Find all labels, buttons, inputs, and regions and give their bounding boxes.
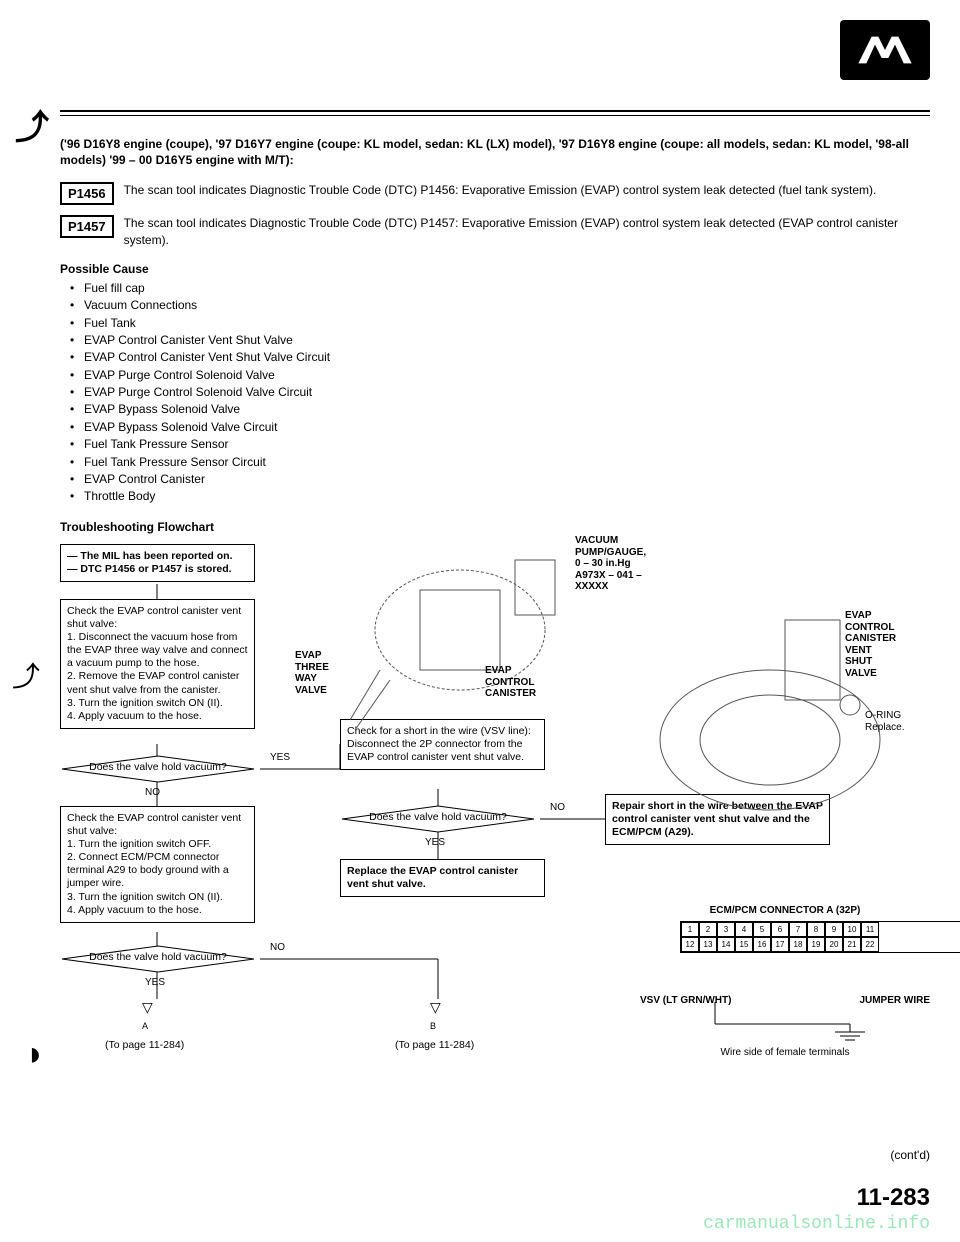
connector-pin: 5 [753,922,771,937]
yes-3: YES [425,837,445,848]
connector-pin: 10 [843,922,861,937]
page-curl-mark: ⤴ [15,100,49,149]
to-page-a: (To page 11-284) [105,1039,184,1051]
flowchart-continuation-a: ▽A [142,999,153,1032]
flow-diamond-2: Does the valve hold vacuum? [52,944,264,974]
yes-1: YES [270,752,290,763]
label-vsv: VSV (LT GRN/WHT) [640,995,731,1006]
cause-item: EVAP Bypass Solenoid Valve [70,401,930,418]
label-evap-control-canister: EVAPCONTROLCANISTER [485,665,536,700]
label-oring: O-RINGReplace. [865,710,904,733]
flow-diamond-3: Does the valve hold vacuum? [332,804,544,834]
dtc-text-p1457: The scan tool indicates Diagnostic Troub… [124,215,930,247]
label-jumper-wire: JUMPER WIRE [859,995,930,1006]
connector-pin: 21 [843,937,861,952]
label-wire-side: Wire side of female terminals [640,1047,930,1058]
no-1: NO [145,787,160,798]
cause-item: Fuel Tank Pressure Sensor [70,436,930,453]
connector-pin: 3 [717,922,735,937]
label-evap-three-way: EVAPTHREEWAYVALVE [295,650,329,696]
possible-cause-list: Fuel fill capVacuum ConnectionsFuel Tank… [70,280,930,506]
vent-shut-valve-diagram: EVAPCONTROLCANISTERVENTSHUTVALVE O-RINGR… [640,580,930,840]
connector-pin: 7 [789,922,807,937]
connector-pin: 16 [753,937,771,952]
dtc-text-p1456: The scan tool indicates Diagnostic Troub… [124,182,877,198]
connector-pin: 12 [681,937,699,952]
connector-pin-grid: 12345678910111213141516171819202122 [680,921,960,953]
page-number: 11-283 [857,1184,930,1212]
flow-box-check2: Check the EVAP control canister vent shu… [60,806,255,923]
cause-item: Fuel Tank [70,315,930,332]
page-curl-mark-3: ◗ [25,1035,46,1074]
dtc-row-p1456: P1456 The scan tool indicates Diagnostic… [60,182,930,205]
label-vacuum-pump: VACUUMPUMP/GAUGE, 0 – 30 in.HgA973X – 04… [575,535,650,593]
cause-item: EVAP Purge Control Solenoid Valve Circui… [70,384,930,401]
possible-cause-title: Possible Cause [60,262,930,276]
cause-item: Throttle Body [70,488,930,505]
no-2: NO [270,942,285,953]
cause-item: EVAP Bypass Solenoid Valve Circuit [70,419,930,436]
no-3: NO [550,802,565,813]
cause-item: Fuel fill cap [70,280,930,297]
cause-item: Vacuum Connections [70,297,930,314]
contd-label: (cont'd) [890,1148,930,1162]
connector-pin: 2 [699,922,717,937]
flow-box-mil: — The MIL has been reported on.— DTC P14… [60,544,255,582]
canister-diagram: EVAPTHREEWAYVALVE EVAPCONTROLCANISTER VA… [350,520,650,780]
rule-top [60,110,930,112]
dtc-code-p1457: P1457 [60,215,114,238]
flow-box-replace: Replace the EVAP control canister vent s… [340,859,545,897]
connector-pin: 14 [717,937,735,952]
connector-pin: 20 [825,937,843,952]
yes-2: YES [145,977,165,988]
to-page-b: (To page 11-284) [395,1039,474,1051]
jumper-wire-illustration [640,1002,930,1042]
dtc-row-p1457: P1457 The scan tool indicates Diagnostic… [60,215,930,247]
connector-pin: 8 [807,922,825,937]
manufacturer-logo [840,20,930,80]
watermark: carmanualsonline.info [703,1214,930,1234]
connector-pin: 22 [861,937,879,952]
flowchart-continuation-b: ▽B [430,999,441,1032]
connector-pin: 9 [825,922,843,937]
connector-pin: 15 [735,937,753,952]
connector-pin: 18 [789,937,807,952]
connector-pin: 19 [807,937,825,952]
cause-item: EVAP Control Canister Vent Shut Valve [70,332,930,349]
cause-item: EVAP Control Canister Vent Shut Valve Ci… [70,349,930,366]
rule-top-thin [60,115,930,116]
ecm-pcm-connector-area: ECM/PCM CONNECTOR A (32P) 12345678910111… [640,905,930,1058]
connector-pin: 11 [861,922,879,937]
flow-box-check1: Check the EVAP control canister vent shu… [60,599,255,729]
connector-pin: 1 [681,922,699,937]
connector-pin: 4 [735,922,753,937]
page-curl-mark-2: ⤴ [12,655,40,695]
label-evap-vent-shut: EVAPCONTROLCANISTERVENTSHUTVALVE [845,610,896,679]
cause-item: Fuel Tank Pressure Sensor Circuit [70,454,930,471]
models-heading: ('96 D16Y8 engine (coupe), '97 D16Y7 eng… [60,136,930,168]
flow-diamond-1: Does the valve hold vacuum? [52,754,264,784]
dtc-code-p1456: P1456 [60,182,114,205]
connector-pin: 6 [771,922,789,937]
cause-item: EVAP Control Canister [70,471,930,488]
connector-pin: 17 [771,937,789,952]
connector-pin: 13 [699,937,717,952]
cause-item: EVAP Purge Control Solenoid Valve [70,367,930,384]
label-ecm-connector: ECM/PCM CONNECTOR A (32P) [640,905,930,917]
